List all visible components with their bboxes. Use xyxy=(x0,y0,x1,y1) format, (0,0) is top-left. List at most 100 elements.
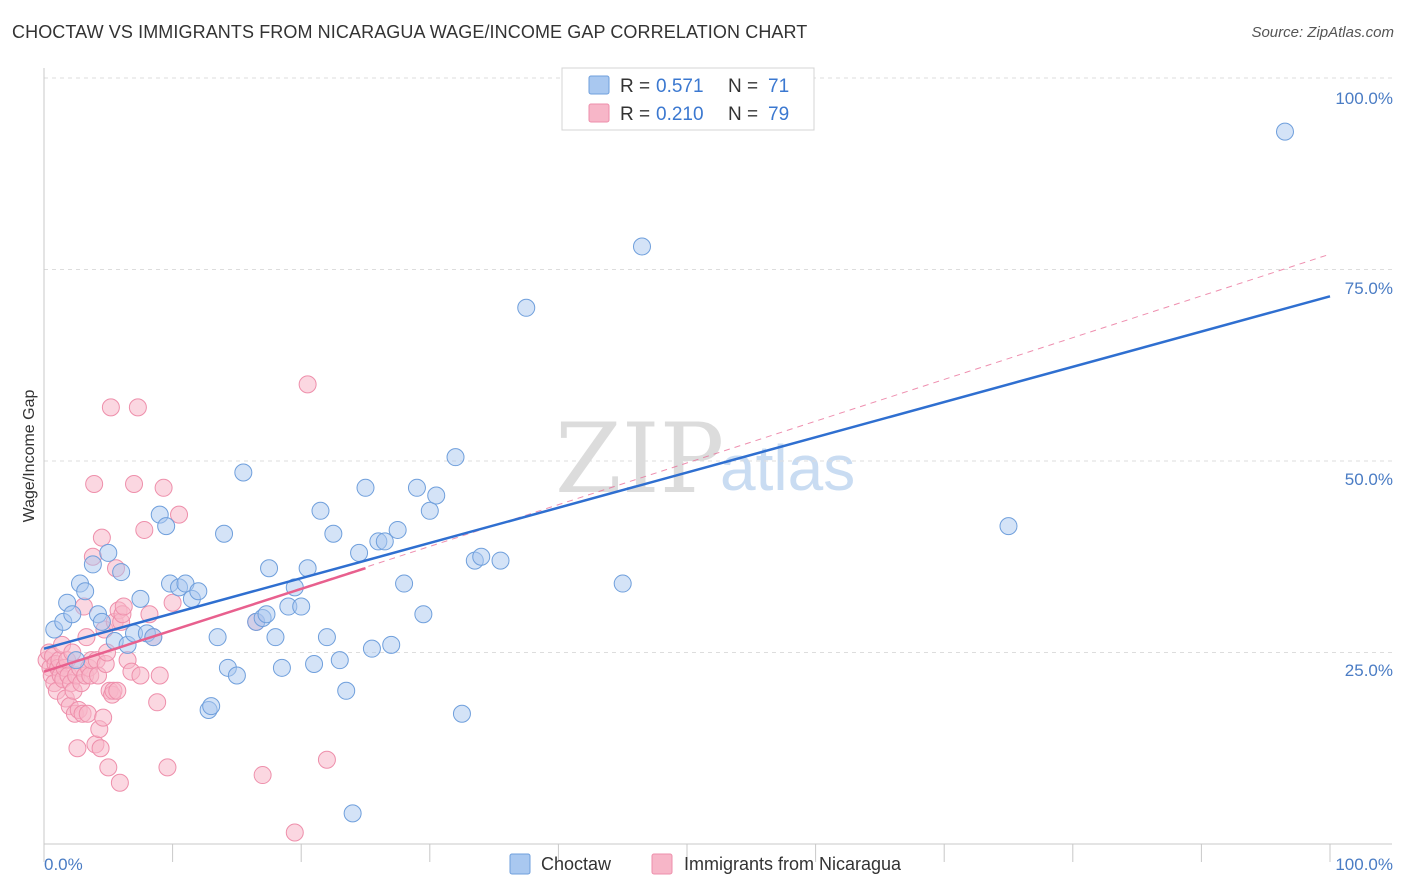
bottom-legend-swatch-choctaw xyxy=(509,853,531,875)
choctaw-point xyxy=(388,520,407,539)
choctaw-point xyxy=(272,658,291,677)
choctaw-point xyxy=(350,543,369,562)
choctaw-point xyxy=(407,478,426,497)
nicaragua-point xyxy=(78,704,97,723)
choctaw-point xyxy=(613,574,632,593)
x-tick-label-100: 100.0% xyxy=(1335,855,1393,874)
choctaw-point xyxy=(266,628,285,647)
legend-n-label-1: N = xyxy=(728,76,758,97)
x-tick-label-0: 0.0% xyxy=(44,855,83,874)
choctaw-point xyxy=(337,681,356,700)
y-tick-label-75: 75.0% xyxy=(1345,279,1393,298)
choctaw-point xyxy=(632,237,651,256)
legend-r-value-1: 0.571 xyxy=(656,76,704,97)
legend-n-value-2: 79 xyxy=(768,104,789,125)
nicaragua-point xyxy=(150,666,169,685)
choctaw-point xyxy=(260,559,279,578)
choctaw-point xyxy=(330,651,349,670)
chart-title: CHOCTAW VS IMMIGRANTS FROM NICARAGUA WAG… xyxy=(12,22,808,42)
nicaragua-point xyxy=(91,739,110,758)
nicaragua-point xyxy=(317,750,336,769)
choctaw-point xyxy=(157,517,176,536)
choctaw-point xyxy=(292,597,311,616)
legend-n-value-1: 71 xyxy=(768,76,789,97)
choctaw-point xyxy=(420,501,439,520)
choctaw-point xyxy=(131,589,150,608)
series-legend: Choctaw Immigrants from Nicaragua xyxy=(509,853,902,875)
nicaragua-point xyxy=(285,823,304,842)
choctaw-point xyxy=(83,555,102,574)
choctaw-point xyxy=(227,666,246,685)
choctaw-point xyxy=(382,635,401,654)
nicaragua-point xyxy=(154,478,173,497)
nicaragua-point xyxy=(85,474,104,493)
nicaragua-point xyxy=(114,597,133,616)
bottom-legend-label-choctaw: Choctaw xyxy=(541,854,612,874)
choctaw-point xyxy=(356,478,375,497)
choctaw-point xyxy=(1275,122,1294,141)
choctaw-point xyxy=(234,463,253,482)
trend-lines xyxy=(43,253,1331,673)
choctaw-point xyxy=(362,639,381,658)
correlation-legend: R = 0.571 N = 71 R = 0.210 N = 79 xyxy=(561,67,815,131)
y-axis-label: Wage/Income Gap xyxy=(21,390,38,523)
axes xyxy=(43,68,1392,845)
legend-n-label-2: N = xyxy=(728,104,758,125)
choctaw-trend-line xyxy=(43,295,1331,650)
nicaragua-point xyxy=(148,693,167,712)
x-ticks xyxy=(43,844,1331,862)
choctaw-points xyxy=(45,122,1294,823)
choctaw-point xyxy=(324,524,343,543)
choctaw-point xyxy=(76,582,95,601)
choctaw-point xyxy=(414,605,433,624)
choctaw-point xyxy=(305,654,324,673)
nicaragua-point xyxy=(110,773,129,792)
nicaragua-point xyxy=(163,593,182,612)
choctaw-point xyxy=(112,563,131,582)
choctaw-point xyxy=(452,704,471,723)
nicaragua-point xyxy=(131,666,150,685)
choctaw-point xyxy=(343,804,362,823)
nicaragua-point xyxy=(253,766,272,785)
gridlines xyxy=(44,77,1392,653)
nicaragua-point xyxy=(298,375,317,394)
nicaragua-point xyxy=(108,681,127,700)
nicaragua-point xyxy=(128,398,147,417)
choctaw-point xyxy=(208,628,227,647)
y-tick-label-25: 25.0% xyxy=(1345,661,1393,680)
nicaragua-point xyxy=(135,520,154,539)
legend-r-label-1: R = xyxy=(620,76,650,97)
choctaw-point xyxy=(99,543,118,562)
choctaw-point xyxy=(189,582,208,601)
watermark-atlas: atlas xyxy=(720,432,855,504)
choctaw-point xyxy=(517,298,536,317)
nicaragua-point xyxy=(170,505,189,524)
source-label: Source: ZipAtlas.com xyxy=(1251,24,1394,41)
choctaw-point xyxy=(215,524,234,543)
choctaw-point xyxy=(395,574,414,593)
legend-swatch-nicaragua xyxy=(588,103,610,123)
legend-r-label-2: R = xyxy=(620,104,650,125)
choctaw-point xyxy=(446,448,465,467)
y-tick-label-50: 50.0% xyxy=(1345,470,1393,489)
nicaragua-point xyxy=(99,758,118,777)
nicaragua-point xyxy=(158,758,177,777)
nicaragua-point xyxy=(125,474,144,493)
choctaw-point xyxy=(202,697,221,716)
watermark-zip: ZIP xyxy=(555,403,724,515)
choctaw-point xyxy=(427,486,446,505)
nicaragua-point xyxy=(92,528,111,547)
choctaw-point xyxy=(491,551,510,570)
nicaragua-point xyxy=(101,398,120,417)
choctaw-point xyxy=(472,547,491,566)
choctaw-point xyxy=(317,628,336,647)
choctaw-point xyxy=(999,517,1018,536)
nicaragua-trend-line xyxy=(43,567,366,673)
legend-r-value-2: 0.210 xyxy=(656,104,704,125)
nicaragua-point xyxy=(68,739,87,758)
legend-swatch-choctaw xyxy=(588,75,610,95)
nicaragua-point xyxy=(94,708,113,727)
bottom-legend-label-nicaragua: Immigrants from Nicaragua xyxy=(684,854,902,874)
choctaw-point xyxy=(63,605,82,624)
